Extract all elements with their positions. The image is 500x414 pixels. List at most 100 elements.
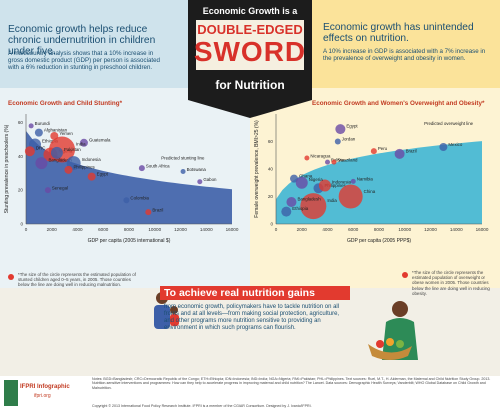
data-point — [318, 179, 331, 192]
x-tick-label: 16000 — [476, 227, 489, 232]
y-tick-label: 20 — [18, 188, 24, 193]
overweight-chart: 0 2000 4000 6000 8000 10000 12000 14000 16000 0 20… — [254, 114, 489, 244]
data-point — [290, 174, 299, 183]
data-point — [335, 124, 346, 135]
banner: To achieve real nutrition gains from eco… — [160, 286, 350, 374]
point-label: Namibia — [357, 177, 374, 182]
data-point — [64, 165, 73, 174]
woman-with-basket-illustration — [368, 301, 418, 360]
point-label: Indonesia — [82, 157, 102, 162]
x-tick-label: 0 — [25, 227, 28, 232]
data-point — [123, 197, 130, 204]
x-tick-label: 8000 — [124, 227, 135, 232]
data-point — [295, 176, 308, 189]
y-tick-label: 40 — [268, 167, 274, 172]
sword-title-background — [188, 0, 312, 118]
point-label: China — [364, 189, 376, 194]
y-tick-label: 60 — [18, 120, 24, 125]
x-tick-label: 16000 — [226, 227, 239, 232]
ifpri-logo-mark-icon — [4, 380, 18, 406]
left-note-bullet-icon — [8, 274, 14, 280]
data-point — [138, 165, 145, 172]
point-label: Colombia — [130, 195, 149, 200]
footer-logo: IFPRI Infographic — [20, 384, 70, 390]
point-label: Indonesia — [332, 180, 352, 185]
data-point — [180, 169, 186, 175]
data-point — [50, 146, 63, 159]
x-axis-label: GDP per capita (2005 international $) — [88, 238, 171, 244]
banner-body: from economic growth, policymakers have … — [164, 304, 340, 331]
y-tick-label: 0 — [20, 222, 23, 227]
data-point — [350, 178, 356, 184]
title-line2: DOUBLE-EDGED — [197, 22, 303, 37]
trend-line-label: Predicted stunting line — [161, 156, 205, 161]
point-label: Pakistan — [64, 147, 81, 152]
point-label: Brazil — [152, 207, 163, 212]
data-point — [44, 187, 51, 194]
point-label: Philippines — [73, 165, 95, 170]
point-label: Ethiopia — [42, 139, 58, 144]
x-tick-label: 2000 — [297, 227, 308, 232]
right-body: A 10% increase in GDP is associated with… — [323, 48, 486, 62]
y-tick-label: 0 — [270, 222, 273, 227]
data-point — [370, 148, 377, 155]
point-label: Philippines — [324, 183, 346, 188]
x-tick-label: 4000 — [322, 227, 333, 232]
point-label: Gabon — [203, 177, 217, 182]
x-tick-label: 10000 — [148, 227, 161, 232]
data-point — [24, 146, 35, 157]
data-point — [79, 138, 88, 147]
x-tick-label: 0 — [275, 227, 278, 232]
data-point — [300, 193, 327, 220]
point-label: India — [327, 198, 337, 203]
stunting-chart: 0 2000 4000 6000 8000 10000 12000 14000 16000 0 20… — [4, 114, 239, 244]
point-label: Guatemala — [89, 138, 111, 143]
data-point — [35, 157, 48, 170]
data-point — [281, 206, 292, 217]
x-tick-label: 2000 — [47, 227, 58, 232]
point-label: Brazil — [406, 148, 417, 153]
point-label: Bolivia — [331, 157, 344, 162]
footer-url[interactable]: ifpri.org — [34, 393, 51, 399]
stunting-note: *The size of the circle represents the e… — [18, 272, 136, 288]
point-label: Egypt — [346, 124, 358, 129]
point-label: Bangladesh — [48, 157, 72, 162]
point-label: Swaziland — [337, 157, 358, 162]
data-point — [197, 179, 203, 185]
x-tick-label: 12000 — [424, 227, 437, 232]
banner-heading-bg — [160, 286, 350, 300]
x-tick-label: 12000 — [174, 227, 187, 232]
data-point — [394, 148, 405, 159]
point-label: Jordan — [342, 137, 356, 142]
title-line3: SWORD — [193, 36, 307, 67]
left-body: A multicountry analysis shows that a 10%… — [8, 50, 161, 71]
data-point — [28, 123, 34, 129]
point-label: Afghanistan — [44, 127, 68, 132]
x-tick-label: 14000 — [450, 227, 463, 232]
data-point — [145, 209, 152, 216]
title-block: Economic Growth is a DOUBLE-EDGED SWORD … — [188, 0, 312, 118]
data-point — [338, 184, 363, 209]
y-tick-label: 60 — [268, 139, 274, 144]
point-label: India — [76, 142, 86, 147]
data-point — [334, 138, 341, 145]
stunting-chart-title: Economic Growth and Child Stunting* — [8, 100, 123, 107]
point-label: Burundi — [35, 121, 50, 126]
x-tick-label: 10000 — [398, 227, 411, 232]
x-tick-label: 8000 — [374, 227, 385, 232]
point-label: Egypt — [97, 171, 109, 176]
data-point — [34, 128, 43, 137]
data-point — [325, 159, 330, 165]
x-axis-label: GDP per capita (2005 PPP$) — [347, 238, 411, 244]
point-label: Senegal — [52, 185, 68, 190]
overweight-chart-title: Economic Growth and Women's Overweight a… — [312, 100, 485, 107]
data-point — [304, 155, 310, 161]
left-headline: Economic growth helps reduce chronic und… — [8, 24, 156, 57]
point-label: Botswana — [187, 167, 207, 172]
overweight-note: *The size of the circle represents the e… — [412, 270, 490, 296]
right-note-bullet-icon — [402, 272, 408, 278]
point-label: Yemen — [59, 131, 73, 136]
point-label: Nigeria — [309, 177, 323, 182]
trend-area — [276, 141, 482, 224]
y-tick-label: 20 — [268, 194, 274, 199]
